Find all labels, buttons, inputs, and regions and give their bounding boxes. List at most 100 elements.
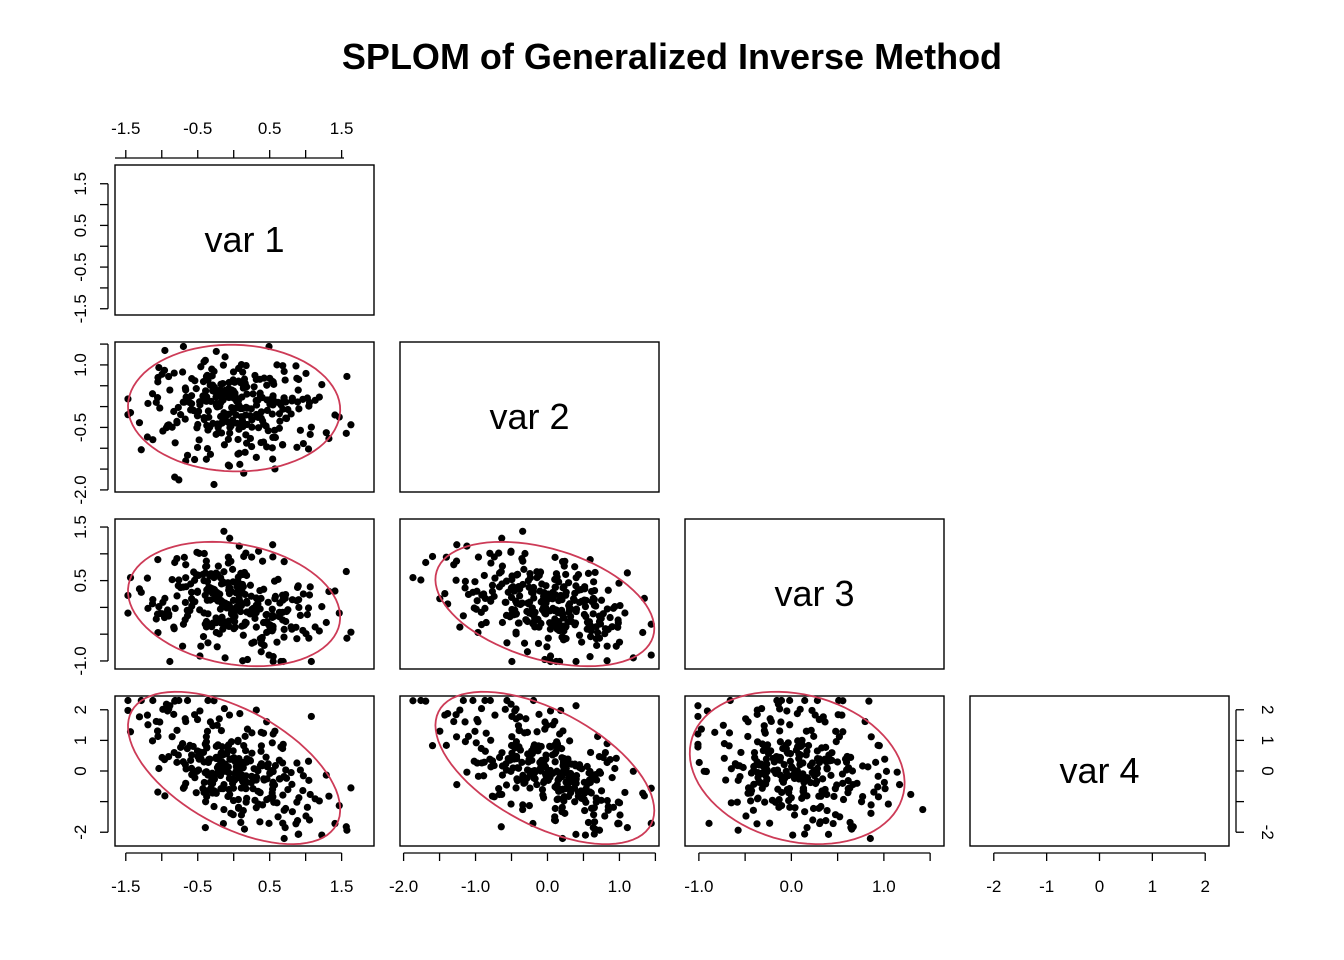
data-point bbox=[518, 599, 526, 607]
data-point bbox=[225, 393, 233, 402]
data-point bbox=[203, 727, 212, 735]
data-point bbox=[154, 629, 162, 637]
data-point bbox=[587, 748, 595, 757]
data-point bbox=[750, 748, 759, 757]
data-point bbox=[554, 795, 562, 803]
tick-label: 1.0 bbox=[608, 877, 632, 896]
data-point bbox=[271, 761, 280, 770]
data-point bbox=[135, 713, 144, 721]
data-point bbox=[822, 817, 830, 825]
data-point bbox=[231, 623, 239, 631]
data-point bbox=[536, 767, 545, 775]
data-point bbox=[225, 792, 233, 800]
data-point bbox=[839, 779, 847, 787]
chart-title: SPLOM of Generalized Inverse Method bbox=[341, 36, 1003, 77]
data-point bbox=[587, 633, 595, 641]
data-point bbox=[562, 591, 570, 599]
data-point bbox=[806, 761, 815, 770]
data-point bbox=[258, 557, 267, 565]
data-point bbox=[263, 381, 271, 389]
data-point bbox=[154, 556, 162, 564]
data-point bbox=[848, 825, 856, 833]
data-point bbox=[210, 383, 219, 391]
data-point bbox=[742, 812, 750, 820]
data-point bbox=[179, 342, 188, 351]
data-point bbox=[597, 596, 606, 604]
data-point bbox=[282, 766, 290, 774]
data-point bbox=[299, 439, 307, 448]
data-point bbox=[204, 610, 212, 618]
data-point bbox=[250, 638, 258, 646]
data-point bbox=[249, 390, 257, 398]
data-point bbox=[551, 617, 559, 625]
data-point bbox=[515, 619, 523, 627]
data-point bbox=[815, 804, 823, 812]
data-point bbox=[206, 450, 215, 458]
data-point bbox=[553, 625, 561, 633]
data-point bbox=[264, 598, 272, 606]
data-point bbox=[212, 753, 220, 762]
data-point bbox=[777, 696, 786, 705]
data-point bbox=[456, 623, 464, 631]
data-point bbox=[124, 609, 132, 617]
data-point bbox=[551, 553, 559, 561]
data-point bbox=[417, 576, 425, 584]
data-point bbox=[487, 559, 495, 567]
tick-label: -2 bbox=[1258, 825, 1277, 840]
tick-label: -0.5 bbox=[71, 413, 90, 442]
data-point bbox=[293, 759, 301, 767]
data-point bbox=[342, 429, 350, 437]
data-point bbox=[441, 711, 449, 719]
data-point bbox=[603, 642, 611, 650]
data-point bbox=[759, 746, 767, 755]
data-point bbox=[507, 593, 516, 602]
data-point bbox=[865, 697, 873, 705]
data-point bbox=[736, 772, 744, 781]
data-point bbox=[844, 764, 853, 772]
data-point bbox=[156, 718, 164, 726]
data-point bbox=[249, 604, 257, 613]
tick-label: -0.5 bbox=[71, 252, 90, 281]
data-point bbox=[507, 741, 516, 750]
data-point bbox=[540, 589, 548, 597]
tick-label: 0 bbox=[1095, 877, 1104, 896]
data-point bbox=[503, 639, 511, 647]
data-point bbox=[508, 657, 516, 666]
data-point bbox=[257, 438, 265, 447]
data-point bbox=[510, 753, 518, 761]
data-point bbox=[758, 784, 766, 792]
data-point bbox=[233, 397, 241, 405]
data-point bbox=[216, 605, 225, 613]
data-point bbox=[305, 398, 314, 407]
data-point bbox=[612, 642, 620, 650]
data-point bbox=[206, 718, 215, 726]
data-point bbox=[232, 767, 240, 775]
data-point bbox=[512, 738, 520, 746]
data-point bbox=[225, 785, 233, 794]
data-point bbox=[347, 421, 355, 429]
data-point bbox=[183, 696, 192, 705]
data-point bbox=[551, 758, 559, 766]
data-point bbox=[807, 726, 815, 734]
data-point bbox=[260, 641, 268, 650]
tick-label: 0.5 bbox=[258, 119, 282, 138]
data-point bbox=[295, 830, 303, 838]
data-point bbox=[518, 758, 526, 766]
data-point bbox=[829, 819, 837, 828]
data-point bbox=[268, 611, 277, 619]
data-point bbox=[705, 819, 713, 827]
panel-4-4: var 4 bbox=[969, 695, 1230, 847]
data-point bbox=[799, 785, 808, 793]
panel-frame bbox=[684, 518, 945, 670]
covariance-ellipse bbox=[434, 690, 656, 845]
data-point bbox=[173, 554, 181, 563]
data-point bbox=[551, 783, 559, 791]
data-point bbox=[187, 400, 196, 408]
data-point bbox=[537, 742, 545, 751]
tick-label: 0 bbox=[1258, 766, 1277, 775]
data-point bbox=[280, 772, 288, 781]
data-point bbox=[239, 631, 247, 639]
data-point bbox=[533, 780, 541, 789]
data-point bbox=[811, 711, 819, 719]
data-point bbox=[288, 394, 296, 402]
